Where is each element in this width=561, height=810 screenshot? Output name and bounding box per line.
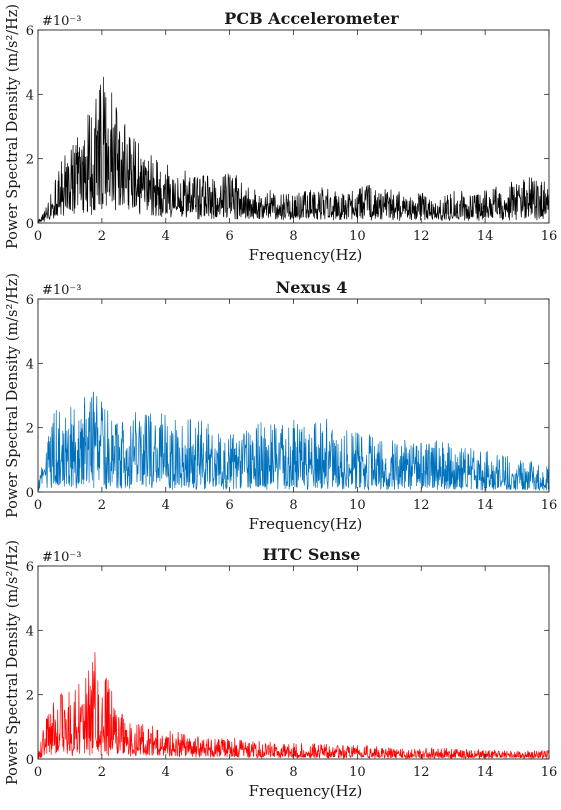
y-multiplier-label: #10⁻³ [42,283,82,298]
chart-title: PCB Accelerometer [224,9,399,28]
x-axis-label: Frequency(Hz) [249,515,363,533]
y-tick-label: 4 [26,624,34,639]
x-tick-label: 12 [413,229,430,244]
x-tick-label: 4 [162,498,170,513]
x-tick-label: 0 [34,765,42,780]
x-tick-label: 6 [225,498,233,513]
y-tick-label: 0 [26,753,34,768]
y-tick-label: 2 [26,153,34,168]
y-multiplier-label: #10⁻³ [42,14,82,29]
x-tick-label: 2 [98,765,106,780]
x-tick-label: 14 [477,229,494,244]
x-tick-label: 16 [541,229,558,244]
x-tick-label: 14 [477,498,494,513]
x-tick-label: 8 [289,498,297,513]
x-tick-label: 0 [34,229,42,244]
y-tick-label: 6 [26,24,34,39]
y-axis-label: Power Spectral Density (m/s²/Hz) [3,273,21,518]
y-tick-label: 6 [26,560,34,575]
x-tick-label: 2 [98,498,106,513]
psd-series-line [38,391,549,492]
y-axis-label: Power Spectral Density (m/s²/Hz) [3,540,21,785]
x-tick-label: 0 [34,498,42,513]
x-tick-label: 6 [225,229,233,244]
psd-series-line [38,652,549,759]
y-multiplier-label: #10⁻³ [42,550,82,565]
x-tick-label: 2 [98,229,106,244]
x-tick-label: 8 [289,765,297,780]
y-axis-label: Power Spectral Density (m/s²/Hz) [3,4,21,249]
y-tick-label: 0 [26,217,34,232]
y-tick-label: 2 [26,689,34,704]
chart-panel-3: 0 2 4 6 8 10 12 14 16 0 2 4 6 #10⁻³ HTC Sense Frequency… [3,540,557,800]
x-tick-label: 6 [225,765,233,780]
y-tick-label: 0 [26,486,34,501]
x-tick-label: 10 [349,498,366,513]
x-tick-label: 14 [477,765,494,780]
chart-panel-2: 0 2 4 6 8 10 12 14 16 0 2 4 6 #10⁻³ Nexus 4 Frequency(H… [3,273,557,533]
y-tick-label: 2 [26,422,34,437]
x-tick-label: 12 [413,498,430,513]
x-tick-label: 8 [289,229,297,244]
x-tick-label: 16 [541,498,558,513]
x-axis-label: Frequency(Hz) [249,246,363,264]
x-tick-label: 10 [349,229,366,244]
chart-title: HTC Sense [263,545,361,564]
y-tick-label: 6 [26,293,34,308]
chart-panel-1: 0 2 4 6 8 10 12 14 16 0 2 4 6 #10⁻³ PCB Accelerometer F… [3,4,557,264]
x-tick-label: 4 [162,229,170,244]
chart-title: Nexus 4 [276,278,348,297]
x-tick-label: 10 [349,765,366,780]
x-axis-label: Frequency(Hz) [249,782,363,800]
x-tick-label: 16 [541,765,558,780]
x-tick-label: 4 [162,765,170,780]
y-tick-label: 4 [26,88,34,103]
y-tick-label: 4 [26,357,34,372]
psd-series-line [38,76,549,223]
x-tick-label: 12 [413,765,430,780]
